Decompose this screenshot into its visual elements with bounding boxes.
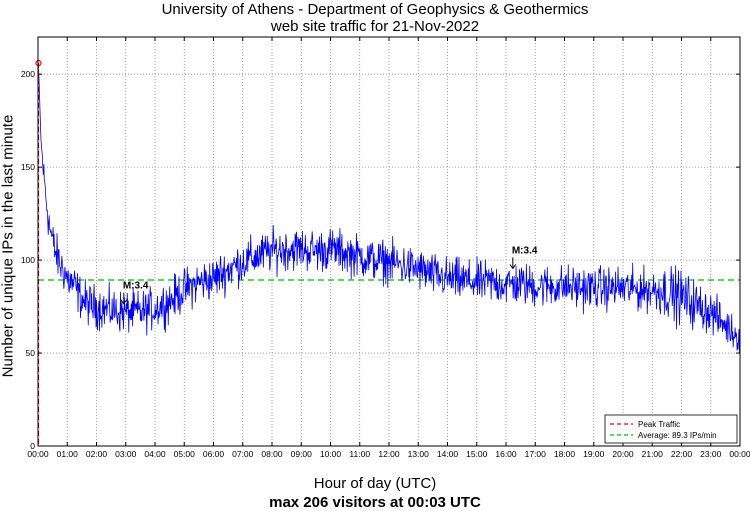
traffic-series-line — [37, 63, 741, 353]
x-tick-label: 02:00 — [86, 449, 108, 459]
x-tick-label: 20:00 — [612, 449, 634, 459]
legend: Peak Traffic Average: 89.3 IPs/min — [604, 414, 738, 444]
y-tick-label: 0 — [30, 441, 35, 451]
x-tick-label: 14:00 — [437, 449, 459, 459]
x-tick-label: 04:00 — [144, 449, 166, 459]
x-tick-label: 11:00 — [349, 449, 370, 459]
chart-subtitle: web site traffic for 21-Nov-2022 — [270, 18, 480, 35]
chart-title: University of Athens - Department of Geo… — [161, 1, 589, 18]
x-tick-label: 15:00 — [466, 449, 488, 459]
x-axis-label: Hour of day (UTC) — [313, 475, 437, 492]
earthquake-annotation-label: M:3.4 — [123, 281, 149, 292]
x-tick-label: 16:00 — [495, 449, 517, 459]
x-tick-label: 23:00 — [700, 449, 722, 459]
earthquake-annotation-arrow-head — [120, 299, 128, 305]
legend-entry-label: Peak Traffic — [638, 420, 680, 429]
x-tick-label: 06:00 — [203, 449, 225, 459]
y-tick-label: 200 — [21, 69, 35, 79]
x-tick-label: 12:00 — [378, 449, 400, 459]
chart-footer: max 206 visitors at 00:03 UTC — [269, 494, 481, 511]
x-tick-label: 13:00 — [408, 449, 430, 459]
y-tick-label: 100 — [21, 255, 35, 265]
x-tick-label: 09:00 — [291, 449, 313, 459]
x-tick-label: 22:00 — [671, 449, 693, 459]
x-tick-label: 00:00 — [27, 449, 49, 459]
earthquake-annotation-label: M:3.4 — [512, 245, 538, 256]
x-tick-label: 18:00 — [554, 449, 576, 459]
x-tick-label: 03:00 — [115, 449, 137, 459]
x-tick-label: 07:00 — [232, 449, 254, 459]
x-tick-label: 00:00 — [729, 449, 750, 459]
y-tick-label: 50 — [26, 348, 36, 358]
y-tick-label: 150 — [21, 162, 35, 172]
legend-box — [604, 414, 738, 444]
x-tick-label: 17:00 — [525, 449, 547, 459]
x-tick-label: 01:00 — [57, 449, 79, 459]
x-tick-label: 21:00 — [642, 449, 664, 459]
x-tick-label: 05:00 — [174, 449, 196, 459]
earthquake-annotation-arrow-head — [509, 264, 517, 270]
x-tick-label: 08:00 — [261, 449, 283, 459]
x-tick-label: 10:00 — [320, 449, 342, 459]
legend-entry-label: Average: 89.3 IPs/min — [638, 431, 717, 440]
x-tick-label: 19:00 — [583, 449, 605, 459]
